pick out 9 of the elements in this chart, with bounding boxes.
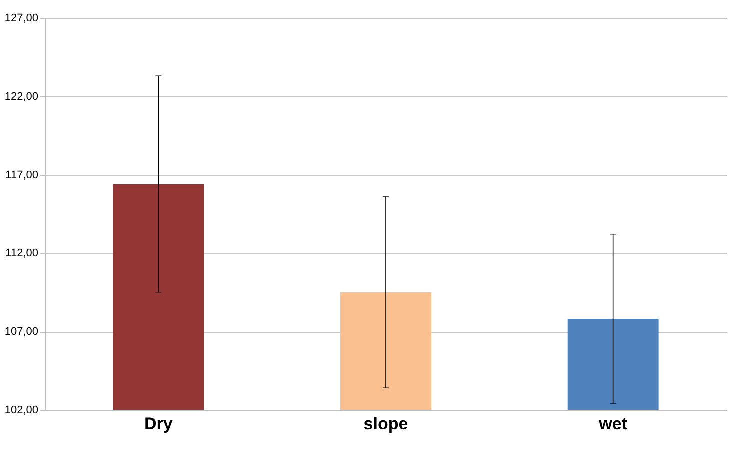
x-tick-label: wet <box>598 414 628 434</box>
x-tick-label: slope <box>364 414 408 434</box>
y-tick-label: 112,00 <box>6 248 38 260</box>
y-tick-label: 122,00 <box>4 90 38 103</box>
y-tick-label: 117,00 <box>6 169 38 182</box>
y-tick-label: 127,00 <box>4 12 38 24</box>
y-tick-label: 107,00 <box>4 326 38 338</box>
x-tick-label: Dry <box>144 414 174 434</box>
y-tick-label: 102,00 <box>4 404 38 416</box>
